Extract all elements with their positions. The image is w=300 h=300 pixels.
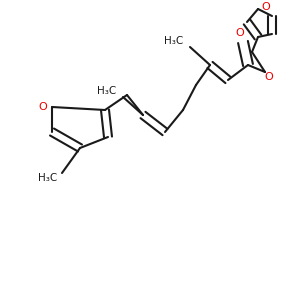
Text: O: O [265,72,273,82]
Text: O: O [262,2,270,12]
Text: H₃C: H₃C [98,86,117,96]
Text: O: O [39,102,47,112]
Text: O: O [236,28,244,38]
Text: H₃C: H₃C [38,173,58,183]
Text: H₃C: H₃C [164,36,184,46]
